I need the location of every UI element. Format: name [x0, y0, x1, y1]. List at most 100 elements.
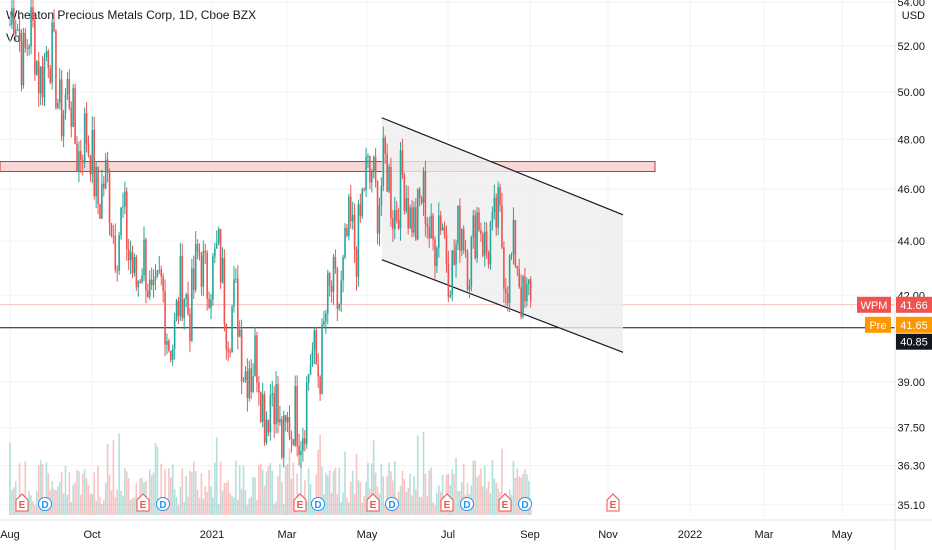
volume-bar — [436, 492, 438, 515]
candle-body — [22, 32, 25, 86]
y-tick-label: 46.00 — [897, 184, 925, 196]
y-tick-label: 50.00 — [897, 87, 925, 99]
candle-body — [235, 278, 237, 280]
candle-body — [156, 270, 159, 277]
candle-body — [411, 207, 413, 233]
candle-body — [305, 382, 308, 444]
candle-body — [487, 252, 490, 265]
volume-bar — [284, 465, 287, 515]
volume-bar — [482, 486, 484, 515]
event-marker-label: D — [314, 500, 321, 511]
candle-body — [62, 113, 65, 137]
candle-body — [296, 386, 298, 446]
volume-bar — [409, 473, 411, 515]
earnings-marker-shape — [15, 493, 29, 512]
price-tag-label: WPM — [861, 300, 888, 312]
candle-body — [524, 276, 526, 302]
volume-bar — [183, 501, 185, 515]
candle-body — [344, 227, 346, 258]
candle-body — [323, 321, 325, 325]
candle-body — [49, 68, 51, 83]
volume-bar — [39, 460, 42, 515]
candle-body — [16, 29, 19, 31]
candle-body — [223, 257, 226, 324]
candle-body — [380, 186, 383, 206]
candle-body — [336, 268, 339, 309]
candle-body — [58, 79, 61, 104]
volume-bar — [154, 443, 157, 515]
volume-bar — [11, 489, 13, 515]
candle-body — [455, 244, 457, 265]
candle-body — [439, 215, 442, 230]
volume-bar — [120, 490, 122, 515]
candle-body — [430, 215, 432, 239]
candle-body — [135, 257, 138, 288]
dividend-marker: D — [38, 497, 52, 511]
volume-bar — [485, 488, 488, 515]
volume-bar — [351, 470, 354, 515]
candle-body — [516, 265, 519, 269]
candle-body — [104, 159, 107, 189]
candle-body — [443, 227, 446, 236]
volume-bar — [420, 496, 423, 515]
candle-body — [51, 22, 53, 83]
volume-bar — [290, 478, 293, 515]
volume-bar — [34, 504, 36, 515]
candle-body — [372, 156, 375, 172]
event-marker-label: D — [388, 500, 395, 511]
volume-bar — [116, 489, 118, 515]
volume-bar — [240, 489, 243, 515]
volume-bar — [202, 498, 205, 515]
volume-bar — [491, 460, 494, 515]
volume-bar — [493, 478, 496, 515]
volume-bar — [265, 471, 268, 515]
candle-body — [64, 94, 67, 114]
volume-bar — [150, 475, 153, 515]
candle-body — [103, 183, 105, 189]
volume-bar — [118, 433, 120, 515]
volume-bar — [242, 465, 245, 515]
price-tag-value-box — [896, 296, 932, 313]
volume-bar — [254, 477, 256, 515]
volume-bar — [441, 474, 444, 515]
volume-bar — [384, 504, 386, 515]
candle-body — [416, 189, 419, 240]
dividend-marker: D — [460, 497, 474, 511]
dividend-marker-shape — [385, 497, 399, 511]
candle-body — [409, 207, 411, 229]
volume-bar — [51, 481, 53, 515]
candle-body — [281, 419, 283, 458]
candle-body — [179, 256, 182, 316]
candle-body — [60, 79, 63, 137]
volume-bar — [156, 446, 159, 515]
earnings-marker: E — [293, 493, 307, 512]
volume-bar — [413, 476, 415, 515]
x-tick-label: 2021 — [200, 529, 224, 541]
candle-body — [9, 24, 11, 26]
candle-body — [192, 268, 195, 291]
candle-body — [229, 351, 231, 353]
tag-layer: WPM 41.66 Pre 41.65 40.85 — [857, 296, 932, 350]
volume-bar — [457, 491, 459, 515]
volume-bar — [349, 481, 352, 515]
volume-bar — [344, 451, 346, 515]
currency-label: USD — [902, 10, 925, 22]
candle-body — [376, 180, 379, 234]
candle-body — [43, 57, 46, 98]
candle-body — [395, 209, 398, 220]
candle-body — [462, 228, 465, 251]
candle-body — [259, 392, 262, 422]
dividend-marker: D — [156, 497, 170, 511]
volume-bar — [219, 461, 222, 515]
volume-bar — [399, 485, 402, 515]
candle-body — [374, 156, 377, 181]
candle-body — [200, 256, 203, 287]
volume-bar — [177, 504, 180, 515]
volume-bar — [296, 473, 298, 515]
volume-bar — [275, 501, 277, 515]
volume-bar — [200, 473, 203, 515]
candle-body — [464, 250, 467, 252]
candle-body — [482, 234, 484, 256]
